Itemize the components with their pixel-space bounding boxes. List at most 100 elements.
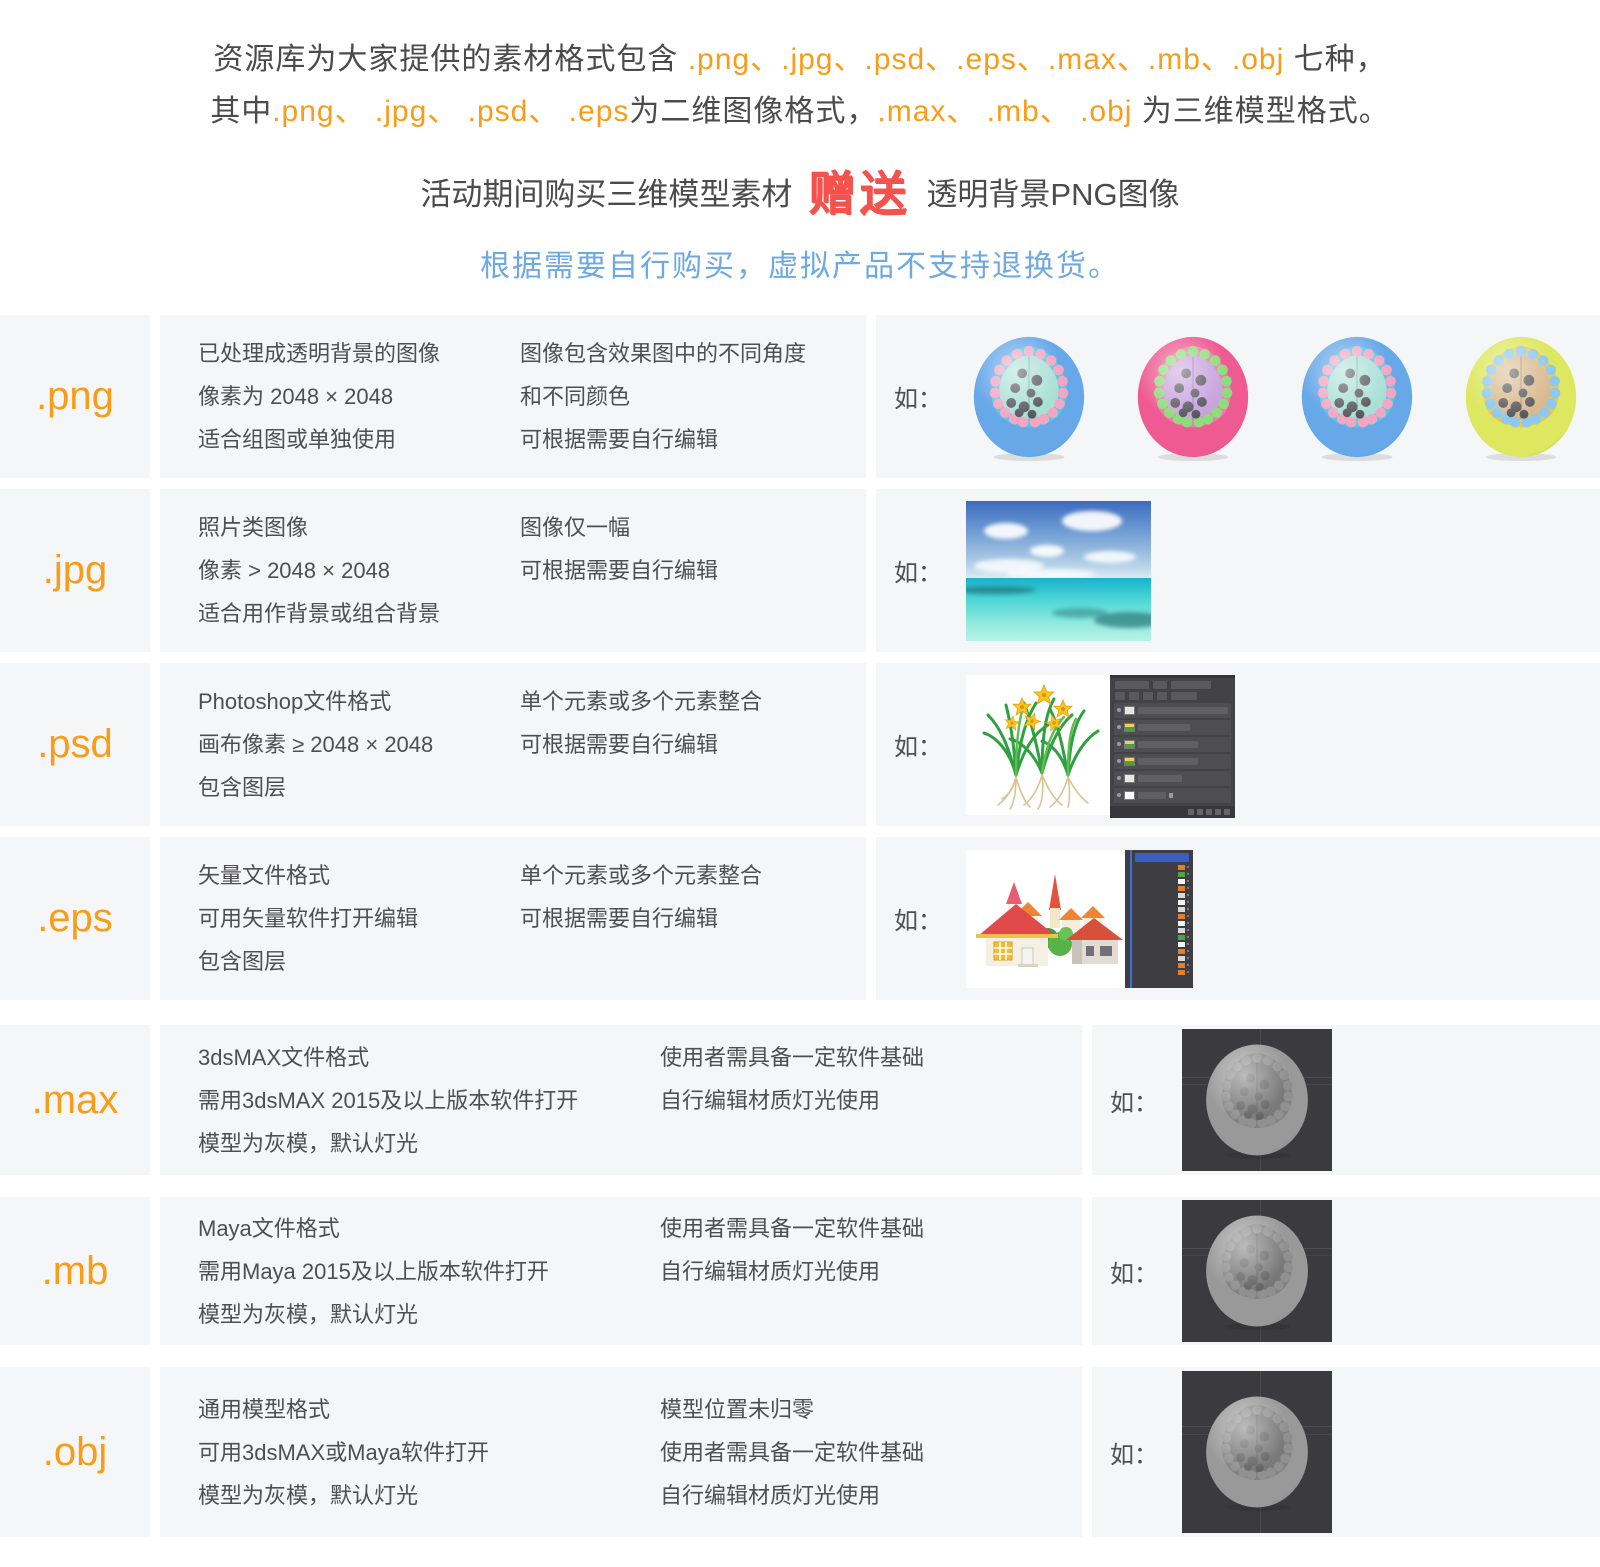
purchase-notice: 根据需要自行购买，虚拟产品不支持退换货。 [480,250,1120,283]
panel-tools-bar [1110,689,1235,700]
clay-model-render [1200,1040,1314,1160]
psd-example [966,674,1235,818]
egg-render-yellow [1458,332,1584,462]
format-row-max: .max 3dsMAX文件格式 需用3dsMAX 2015及以上版本软件打开 模… [0,1025,1600,1175]
format-label-jpg: .jpg [0,489,150,652]
description-line: 自行编辑材质灯光使用 [660,1482,881,1508]
description-line: 和不同颜色 [520,384,631,409]
village-illustration [976,873,1123,967]
description-line: 模型为灰模，默认灯光 [198,1482,419,1508]
panel-footer-bar [1110,805,1235,818]
egg-render-blue-2 [1294,332,1420,462]
description-line: 使用者需具备一定软件基础 [660,1044,925,1070]
description-line: 矢量文件格式 [198,863,331,888]
description-line: 可用矢量软件打开编辑 [198,906,419,931]
header-line-2-text: 其中 [210,95,273,128]
header-line-2: 其中.png、 .jpg、 .psd、 .eps为二维图像格式，.max、 .m… [0,86,1600,138]
description-primary: 照片类图像 像素 > 2048 × 2048 适合用作背景或组合背景 [198,506,520,635]
layer-row [1114,719,1231,735]
description-line: 使用者需具备一定软件基础 [660,1439,925,1465]
example-label: 如： [1110,1441,1158,1469]
format-label-psd: .psd [0,663,150,826]
photo-sky [966,500,1151,579]
3d-viewport-obj [1182,1371,1332,1533]
description-primary: 已处理成透明背景的图像 像素为 2048 × 2048 适合组图或单独使用 [198,332,520,461]
description-line: 单个元素或多个元素整合 [520,863,763,888]
description-primary: Maya文件格式 需用Maya 2015及以上版本软件打开 模型为灰模，默认灯光 [198,1207,660,1336]
format-description-max: 3dsMAX文件格式 需用3dsMAX 2015及以上版本软件打开 模型为灰模，… [160,1025,1082,1175]
description-line: 画布像素 ≥ 2048 × 2048 [198,732,434,757]
example-cell-eps: 如： [876,837,1600,1000]
layer-row-background [1114,787,1231,803]
description-secondary: 图像包含效果图中的不同角度 和不同颜色 可根据需要自行编辑 [520,332,866,461]
description-line: 适合组图或单独使用 [198,427,397,452]
3d-viewport-mb [1182,1200,1332,1342]
description-line: 3dsMAX文件格式 [198,1044,370,1070]
header-line-2-suffix: 为三维模型格式。 [1132,95,1390,128]
format-row-png: .png 已处理成透明背景的图像 像素为 2048 × 2048 适合组图或单独… [0,315,1600,478]
header-line-2-formats-3d: .max、 .mb、 .obj [877,95,1133,128]
example-cell-obj: 如： [1092,1367,1600,1537]
description-line: 像素 > 2048 × 2048 [198,558,391,583]
photoshop-layers-panel [1110,674,1235,818]
panel-layer-list [1110,700,1235,806]
example-cell-max: 如： [1092,1025,1600,1175]
clay-model-render [1200,1211,1314,1331]
format-description-eps: 矢量文件格式 可用矢量软件打开编辑 包含图层 单个元素或多个元素整合 可根据需要… [160,837,866,1000]
header-line-1-formats: .png、.jpg、.psd、.eps、.max、.mb、.obj [687,43,1285,76]
description-line: 图像包含效果图中的不同角度 [520,341,807,366]
header-line-1: 资源库为大家提供的素材格式包含 .png、.jpg、.psd、.eps、.max… [0,34,1600,86]
description-secondary: 图像仅一幅 可根据需要自行编辑 [520,506,866,592]
description-primary: 通用模型格式 可用3dsMAX或Maya软件打开 模型为灰模，默认灯光 [198,1388,660,1517]
description-line: 包含图层 [198,775,287,800]
egg-render-blue-1 [966,332,1092,462]
panel-options-bar [1110,678,1235,689]
example-cell-png: 如： [876,315,1600,478]
format-label-obj: .obj [0,1367,150,1537]
format-description-psd: Photoshop文件格式 画布像素 ≥ 2048 × 2048 包含图层 单个… [160,663,866,826]
description-line: 可根据需要自行编辑 [520,427,719,452]
layer-row [1114,736,1231,752]
format-description-mb: Maya文件格式 需用Maya 2015及以上版本软件打开 模型为灰模，默认灯光… [160,1197,1082,1345]
flower-illustration [982,683,1100,810]
example-label: 如： [894,386,942,413]
example-label: 如： [894,560,942,587]
format-label-png: .png [0,315,150,478]
header-line-2-mid: 为二维图像格式， [629,95,878,128]
description-line: 可用3dsMAX或Maya软件打开 [198,1439,489,1465]
format-row-obj: .obj 通用模型格式 可用3dsMAX或Maya软件打开 模型为灰模，默认灯光… [0,1367,1600,1537]
example-cell-jpg: 如： [876,489,1600,652]
description-line: 模型为灰模，默认灯光 [198,1301,419,1327]
description-line: 适合用作背景或组合背景 [198,601,441,626]
description-secondary: 使用者需具备一定软件基础 自行编辑材质灯光使用 [660,1036,1082,1122]
description-line: 通用模型格式 [198,1396,331,1422]
promo-text-post: 透明背景PNG图像 [926,177,1180,212]
example-label: 如： [1110,1260,1158,1288]
example-label: 如： [894,908,942,935]
gift-badge: 赠送 [808,167,911,220]
format-description-jpg: 照片类图像 像素 > 2048 × 2048 适合用作背景或组合背景 图像仅一幅… [160,489,866,652]
format-label-eps: .eps [0,837,150,1000]
header-line-1-suffix: 七种， [1284,43,1387,76]
format-row-eps: .eps 矢量文件格式 可用矢量软件打开编辑 包含图层 单个元素或多个元素整合 … [0,837,1600,1000]
format-label-max: .max [0,1025,150,1175]
png-example-renders [966,332,1584,462]
layer-row [1114,753,1231,769]
promo-text-pre: 活动期间购买三维模型素材 [420,177,793,212]
description-line: 像素为 2048 × 2048 [198,384,394,409]
description-line: 需用3dsMAX 2015及以上版本软件打开 [198,1087,579,1113]
promo-line: 活动期间购买三维模型素材 赠送 透明背景PNG图像 [0,166,1600,223]
illustrator-layers-panel [1125,849,1193,988]
description-secondary: 使用者需具备一定软件基础 自行编辑材质灯光使用 [660,1207,1082,1293]
format-description-obj: 通用模型格式 可用3dsMAX或Maya软件打开 模型为灰模，默认灯光 模型位置… [160,1367,1082,1537]
description-secondary: 单个元素或多个元素整合 可根据需要自行编辑 [520,854,866,940]
description-line: 自行编辑材质灯光使用 [660,1258,881,1284]
description-line: 模型位置未归零 [660,1396,815,1422]
description-primary: Photoshop文件格式 画布像素 ≥ 2048 × 2048 包含图层 [198,680,520,809]
format-row-psd: .psd Photoshop文件格式 画布像素 ≥ 2048 × 2048 包含… [0,663,1600,826]
flower-artwork-canvas [966,674,1110,815]
format-label-mb: .mb [0,1197,150,1345]
description-line: 包含图层 [198,949,287,974]
description-secondary: 模型位置未归零 使用者需具备一定软件基础 自行编辑材质灯光使用 [660,1388,1082,1517]
description-line: 单个元素或多个元素整合 [520,689,763,714]
